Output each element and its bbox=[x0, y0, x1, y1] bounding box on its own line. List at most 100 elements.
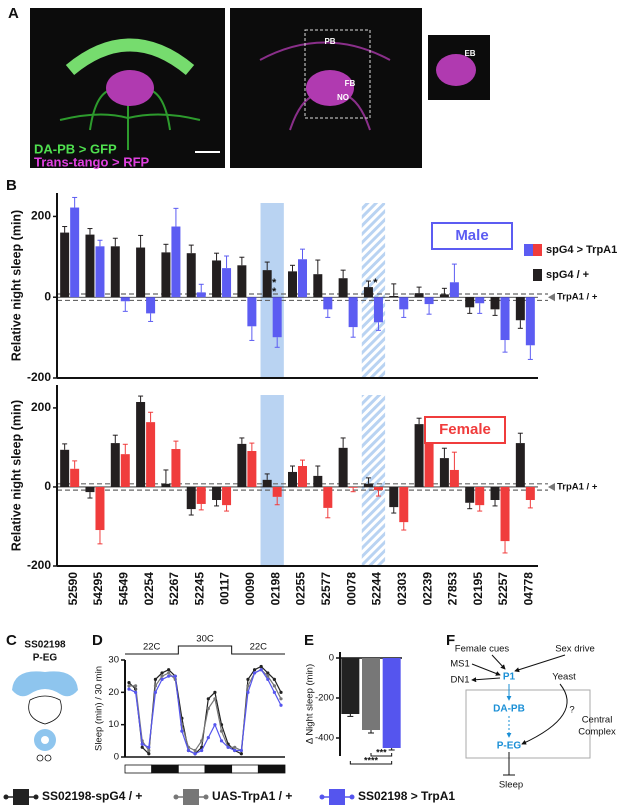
point bbox=[226, 745, 230, 749]
legend-marker bbox=[203, 794, 209, 800]
bar bbox=[515, 443, 525, 487]
point bbox=[266, 674, 270, 678]
reference-label: TrpA1 / + bbox=[557, 292, 598, 303]
point bbox=[140, 742, 144, 746]
point bbox=[147, 745, 151, 749]
bar bbox=[146, 422, 156, 487]
bar bbox=[313, 274, 323, 298]
point bbox=[219, 729, 224, 733]
bar bbox=[475, 297, 485, 304]
stain-label: Trans-tango > RFP bbox=[34, 154, 150, 169]
bar bbox=[70, 468, 80, 487]
arrow bbox=[471, 677, 501, 683]
point bbox=[272, 677, 276, 682]
legend-marker bbox=[173, 794, 179, 800]
legend-marker bbox=[319, 794, 325, 800]
bar bbox=[288, 271, 297, 298]
bar bbox=[373, 297, 383, 323]
node-label: MS1 bbox=[450, 659, 470, 670]
x-tick-label: 52244 bbox=[370, 572, 384, 606]
significance-bracket bbox=[349, 761, 393, 765]
bar bbox=[414, 293, 424, 298]
point bbox=[266, 671, 270, 675]
bar bbox=[95, 246, 105, 298]
stain-label: DA-PB > GFP bbox=[34, 141, 117, 156]
point bbox=[153, 684, 158, 688]
bar bbox=[338, 447, 348, 487]
point bbox=[153, 677, 158, 682]
x-tick-label: 54549 bbox=[116, 572, 130, 606]
x-tick-label: 02195 bbox=[471, 572, 485, 606]
bar bbox=[515, 297, 525, 321]
neuropil bbox=[12, 671, 78, 697]
point bbox=[279, 697, 283, 701]
y-tick-label: -200 bbox=[27, 370, 51, 384]
legend-marker bbox=[33, 794, 39, 800]
neuron bbox=[59, 89, 201, 150]
bar bbox=[237, 443, 247, 487]
reference-arrow bbox=[548, 482, 555, 491]
point bbox=[259, 664, 263, 669]
y-tick-label: 30 bbox=[108, 655, 119, 666]
region-label: NO bbox=[337, 93, 349, 102]
legend-swatch bbox=[13, 789, 29, 805]
bar bbox=[186, 486, 196, 510]
bar bbox=[136, 247, 146, 298]
x-tick-label: 00090 bbox=[243, 572, 257, 606]
x-tick-label: 52257 bbox=[496, 572, 510, 606]
node-label: Female cues bbox=[455, 644, 510, 655]
neuropil bbox=[36, 754, 44, 762]
significance: **** bbox=[364, 755, 379, 765]
arrow bbox=[514, 654, 566, 673]
significance: * bbox=[272, 286, 277, 298]
y-axis-title: Δ Night sleep (min) bbox=[305, 664, 316, 744]
point bbox=[239, 748, 243, 753]
bar bbox=[424, 297, 434, 305]
arrow bbox=[521, 683, 568, 745]
bar bbox=[136, 401, 146, 487]
point bbox=[246, 677, 250, 682]
point bbox=[186, 748, 191, 753]
x-tick-label: 02255 bbox=[294, 572, 308, 606]
panel-label: B bbox=[6, 177, 17, 194]
point bbox=[147, 748, 151, 753]
bar bbox=[363, 287, 373, 298]
node-label: P1 bbox=[503, 672, 516, 683]
point bbox=[147, 752, 151, 756]
panel-label: A bbox=[8, 5, 19, 22]
legend-swatch bbox=[524, 244, 533, 256]
node-label: ? bbox=[569, 705, 574, 716]
point bbox=[259, 668, 263, 672]
y-axis-title: Relative night sleep (min) bbox=[9, 210, 23, 361]
point bbox=[206, 697, 210, 701]
legend-swatch bbox=[533, 269, 542, 281]
region-label: PB bbox=[324, 37, 335, 46]
x-tick-label: 52577 bbox=[319, 572, 333, 606]
bar bbox=[222, 486, 232, 506]
y-tick-label: -200 bbox=[27, 558, 51, 572]
temperature-label: 30C bbox=[196, 634, 214, 645]
point bbox=[246, 684, 250, 688]
x-tick-label: 27853 bbox=[446, 572, 460, 606]
significance: * bbox=[373, 277, 378, 289]
bar bbox=[449, 282, 459, 298]
bar bbox=[212, 260, 222, 298]
panel-label: C bbox=[6, 632, 17, 649]
neuropil bbox=[41, 736, 49, 744]
legend-label: spG4 / + bbox=[546, 269, 589, 281]
y-axis-title: Relative night sleep (min) bbox=[9, 400, 23, 551]
reference-label: TrpA1 / + bbox=[557, 481, 598, 492]
legend-swatch bbox=[183, 789, 199, 805]
complex-box bbox=[465, 689, 591, 759]
bar bbox=[363, 483, 373, 487]
bar bbox=[323, 486, 333, 508]
series-line bbox=[128, 668, 282, 755]
point bbox=[213, 697, 217, 701]
arrow bbox=[471, 663, 501, 676]
bar bbox=[110, 246, 120, 298]
x-tick-label: 52245 bbox=[192, 572, 206, 606]
light-dark-bar bbox=[177, 764, 206, 774]
bar bbox=[362, 658, 380, 730]
point bbox=[193, 752, 197, 756]
chart-label: Female bbox=[439, 421, 491, 438]
